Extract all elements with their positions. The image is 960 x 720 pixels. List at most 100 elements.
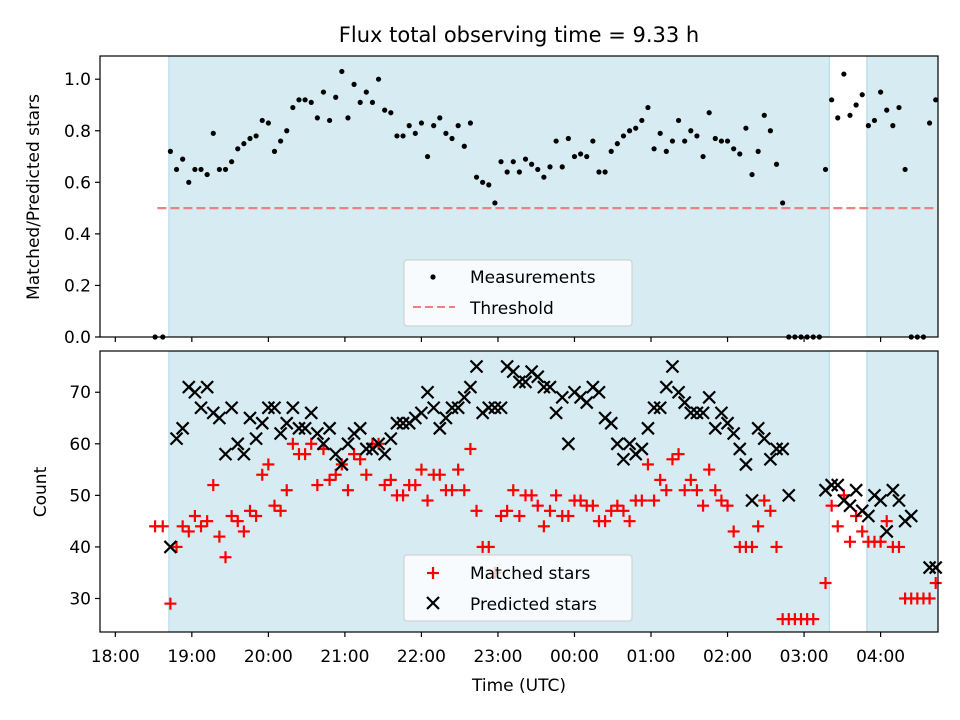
- measurement-point: [614, 141, 620, 147]
- y-tick-label: 0.6: [64, 173, 91, 193]
- predicted-stars-point: [824, 478, 839, 492]
- legend-measurements-marker: [430, 274, 436, 280]
- top-legend: Measurements Threshold: [403, 259, 633, 327]
- measurement-point: [290, 104, 296, 111]
- predicted-stars-point: [304, 406, 318, 420]
- matched-stars-point: [758, 494, 771, 507]
- matched-stars-point: [611, 499, 624, 512]
- measurement-point: [382, 107, 388, 113]
- matched-stars-point: [464, 442, 477, 455]
- measurement-point: [890, 123, 896, 129]
- predicted-stars-point: [518, 375, 533, 389]
- measurement-point: [700, 153, 706, 160]
- measurement-point: [865, 123, 871, 129]
- predicted-stars-point: [506, 364, 521, 379]
- measurement-point: [351, 81, 357, 87]
- measurement-point: [455, 123, 461, 129]
- measurement-point: [210, 130, 216, 136]
- measurement-point: [198, 166, 204, 173]
- measurement-point: [308, 99, 314, 106]
- predicted-stars-point: [316, 437, 331, 451]
- measurement-point: [265, 120, 271, 126]
- matched-stars-point: [690, 484, 703, 497]
- measurement-point: [400, 133, 406, 139]
- matched-stars-point: [672, 448, 685, 461]
- matched-stars-point: [274, 504, 287, 517]
- measurement-point: [486, 182, 492, 188]
- measurement-point: [663, 148, 669, 154]
- matched-stars-point: [752, 520, 765, 533]
- measurement-point: [504, 169, 510, 175]
- predicted-stars-point: [739, 457, 753, 472]
- matched-stars-point: [262, 458, 275, 471]
- matched-stars-point: [250, 509, 263, 522]
- matched-stars-point: [543, 504, 556, 517]
- matched-stars-point: [231, 515, 244, 528]
- predicted-stars-point: [481, 400, 496, 415]
- bottom-axes: 30 40 50 60 70 18:00 19:00 20:00 21:00 22:00 23:00…: [69, 350, 939, 667]
- predicted-stars-point: [377, 447, 392, 461]
- matched-stars-point: [550, 489, 563, 502]
- matched-stars-point: [201, 515, 214, 528]
- measurement-point: [755, 148, 761, 154]
- predicted-stars-point: [322, 421, 337, 436]
- predicted-stars-point: [751, 421, 765, 436]
- predicted-stars-point: [512, 375, 527, 389]
- measurement-point: [584, 153, 590, 160]
- predicted-stars-point: [879, 524, 894, 539]
- measurement-point: [480, 179, 486, 185]
- matched-stars-point: [709, 484, 722, 497]
- measurement-point: [492, 200, 498, 206]
- predicted-stars-point: [726, 426, 741, 441]
- matched-stars-point: [703, 463, 716, 476]
- predicted-stars-point: [200, 380, 214, 394]
- predicted-stars-point: [292, 421, 306, 436]
- matched-stars-point: [770, 540, 783, 553]
- measurement-point: [571, 153, 578, 160]
- measurement-point: [388, 110, 394, 116]
- legend-measurements-label: Measurements: [470, 268, 596, 288]
- matched-stars-point: [482, 540, 495, 553]
- measurement-point: [296, 97, 302, 103]
- predicted-stars-point: [463, 380, 478, 394]
- predicted-stars-point: [763, 452, 778, 467]
- bottom-legend: Matched stars Predicted stars: [403, 554, 633, 622]
- matched-stars-point: [397, 489, 410, 502]
- measurement-point: [320, 89, 327, 95]
- legend-predicted-stars-label: Predicted stars: [470, 595, 597, 615]
- matched-stars-point: [831, 520, 844, 533]
- matched-stars-point: [286, 437, 299, 450]
- matched-stars-point: [188, 509, 201, 522]
- predicted-stars-point: [684, 406, 698, 420]
- measurement-point: [645, 104, 651, 111]
- predicted-stars-point: [720, 416, 735, 430]
- matched-stars-point: [213, 530, 226, 543]
- x-tick-label: 00:00: [550, 647, 599, 667]
- matched-stars-point: [495, 509, 508, 522]
- matched-stars-point: [525, 489, 538, 502]
- measurement-point: [602, 169, 608, 175]
- predicted-stars-point: [249, 431, 263, 446]
- predicted-stars-point: [714, 406, 729, 420]
- predicted-stars-point: [469, 359, 484, 374]
- matched-stars-point: [764, 504, 777, 517]
- measurement-point: [406, 123, 412, 129]
- matched-stars-point: [599, 515, 612, 528]
- predicted-stars-point: [843, 498, 857, 513]
- predicted-stars-point: [922, 560, 937, 575]
- x-tick-label: 04:00: [856, 647, 905, 667]
- measurement-point: [473, 174, 480, 180]
- predicted-stars-point: [163, 540, 178, 554]
- measurement-point: [443, 130, 449, 136]
- measurement-point: [394, 133, 400, 139]
- measurement-point: [547, 164, 553, 170]
- measurement-point: [859, 92, 865, 98]
- measurement-point: [516, 169, 522, 175]
- measurement-point: [657, 130, 663, 136]
- matched-stars-point: [825, 499, 838, 512]
- measurement-points: [152, 68, 939, 340]
- matched-stars-point: [378, 479, 391, 492]
- matched-stars-points: [149, 437, 942, 626]
- matched-stars-point: [458, 484, 471, 497]
- measurement-point: [431, 123, 437, 129]
